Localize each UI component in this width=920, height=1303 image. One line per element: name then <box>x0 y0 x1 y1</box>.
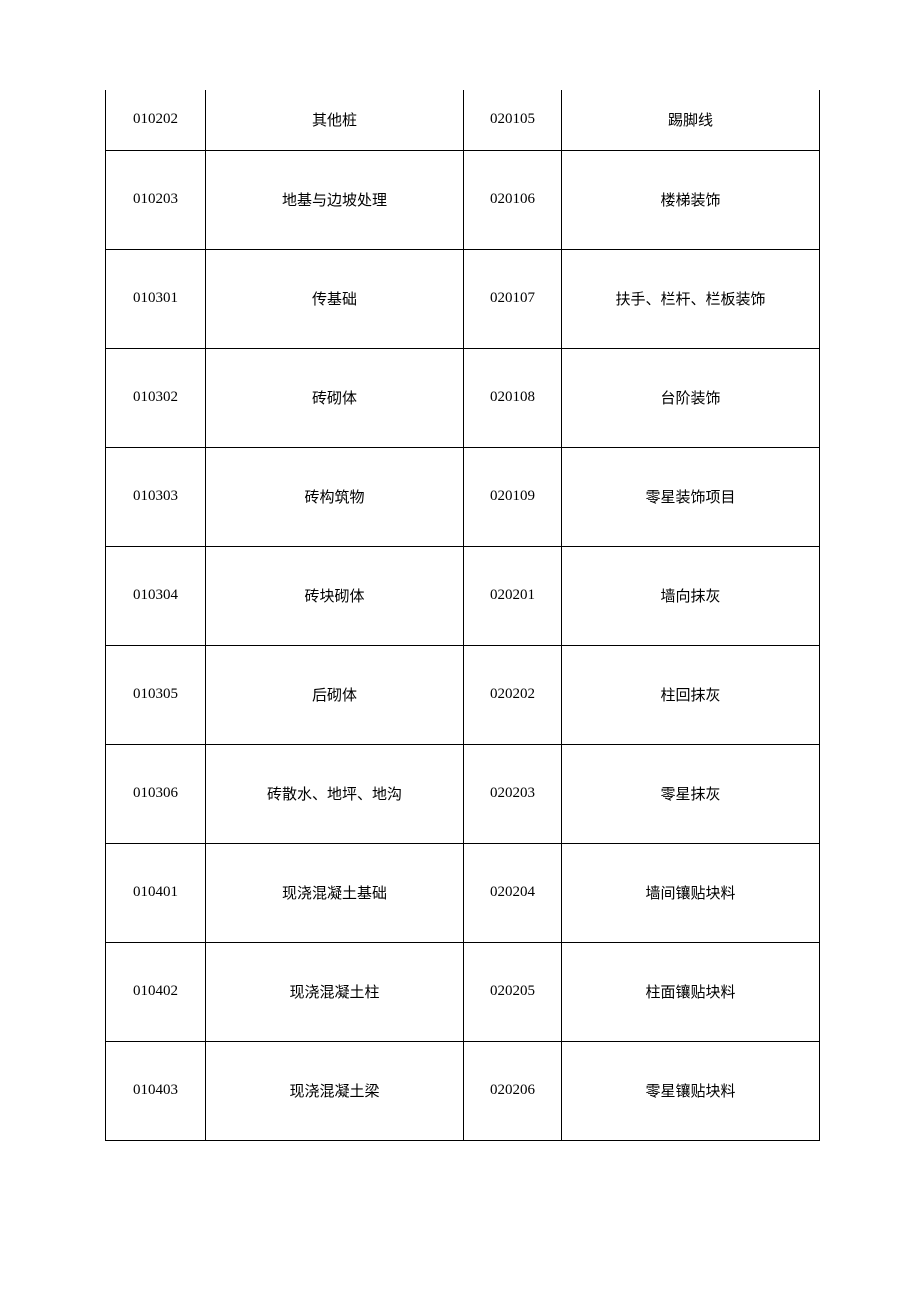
document-page: 010202其他桩020105踢脚线010203地基与边坡处理020106楼梯装… <box>0 0 920 1303</box>
code-a-cell: 010301 <box>106 249 206 348</box>
name-b-cell: 柱面镶贴块料 <box>562 942 820 1041</box>
code-a-cell: 010403 <box>106 1041 206 1140</box>
code-b-cell: 020108 <box>464 348 562 447</box>
code-b-cell: 020201 <box>464 546 562 645</box>
code-b-cell: 020107 <box>464 249 562 348</box>
code-a-cell: 010306 <box>106 744 206 843</box>
table-row: 010403现浇混凝土梁020206零星镶贴块料 <box>106 1041 820 1140</box>
name-b-cell: 柱回抹灰 <box>562 645 820 744</box>
name-b-cell: 零星装饰项目 <box>562 447 820 546</box>
name-a-cell: 其他桩 <box>206 90 464 150</box>
code-b-cell: 020105 <box>464 90 562 150</box>
name-b-cell: 零星抹灰 <box>562 744 820 843</box>
table-row: 010304砖块砌体020201墙向抹灰 <box>106 546 820 645</box>
code-b-cell: 020206 <box>464 1041 562 1140</box>
code-b-cell: 020203 <box>464 744 562 843</box>
name-a-cell: 传基础 <box>206 249 464 348</box>
code-b-cell: 020109 <box>464 447 562 546</box>
name-b-cell: 台阶装饰 <box>562 348 820 447</box>
name-a-cell: 砖砌体 <box>206 348 464 447</box>
table-row: 010305后砌体020202柱回抹灰 <box>106 645 820 744</box>
code-b-cell: 020205 <box>464 942 562 1041</box>
name-a-cell: 后砌体 <box>206 645 464 744</box>
table-row: 010402现浇混凝土柱020205柱面镶贴块料 <box>106 942 820 1041</box>
table-row: 010302砖砌体020108台阶装饰 <box>106 348 820 447</box>
table-body: 010202其他桩020105踢脚线010203地基与边坡处理020106楼梯装… <box>106 90 820 1140</box>
code-a-cell: 010305 <box>106 645 206 744</box>
code-a-cell: 010302 <box>106 348 206 447</box>
code-table: 010202其他桩020105踢脚线010203地基与边坡处理020106楼梯装… <box>105 90 820 1141</box>
code-a-cell: 010402 <box>106 942 206 1041</box>
code-a-cell: 010401 <box>106 843 206 942</box>
code-a-cell: 010303 <box>106 447 206 546</box>
name-a-cell: 砖散水、地坪、地沟 <box>206 744 464 843</box>
table-row: 010203地基与边坡处理020106楼梯装饰 <box>106 150 820 249</box>
table-row: 010306砖散水、地坪、地沟020203零星抹灰 <box>106 744 820 843</box>
code-b-cell: 020202 <box>464 645 562 744</box>
code-a-cell: 010203 <box>106 150 206 249</box>
name-a-cell: 现浇混凝土柱 <box>206 942 464 1041</box>
name-b-cell: 楼梯装饰 <box>562 150 820 249</box>
name-a-cell: 砖构筑物 <box>206 447 464 546</box>
table-row: 010303砖构筑物020109零星装饰项目 <box>106 447 820 546</box>
name-b-cell: 零星镶贴块料 <box>562 1041 820 1140</box>
code-b-cell: 020204 <box>464 843 562 942</box>
name-a-cell: 地基与边坡处理 <box>206 150 464 249</box>
table-row: 010301传基础020107扶手、栏杆、栏板装饰 <box>106 249 820 348</box>
name-b-cell: 踢脚线 <box>562 90 820 150</box>
name-b-cell: 扶手、栏杆、栏板装饰 <box>562 249 820 348</box>
name-b-cell: 墙间镶贴块料 <box>562 843 820 942</box>
code-a-cell: 010202 <box>106 90 206 150</box>
name-a-cell: 现浇混凝土梁 <box>206 1041 464 1140</box>
code-a-cell: 010304 <box>106 546 206 645</box>
table-row: 010401现浇混凝土基础020204墙间镶贴块料 <box>106 843 820 942</box>
table-row: 010202其他桩020105踢脚线 <box>106 90 820 150</box>
name-b-cell: 墙向抹灰 <box>562 546 820 645</box>
code-b-cell: 020106 <box>464 150 562 249</box>
name-a-cell: 砖块砌体 <box>206 546 464 645</box>
name-a-cell: 现浇混凝土基础 <box>206 843 464 942</box>
